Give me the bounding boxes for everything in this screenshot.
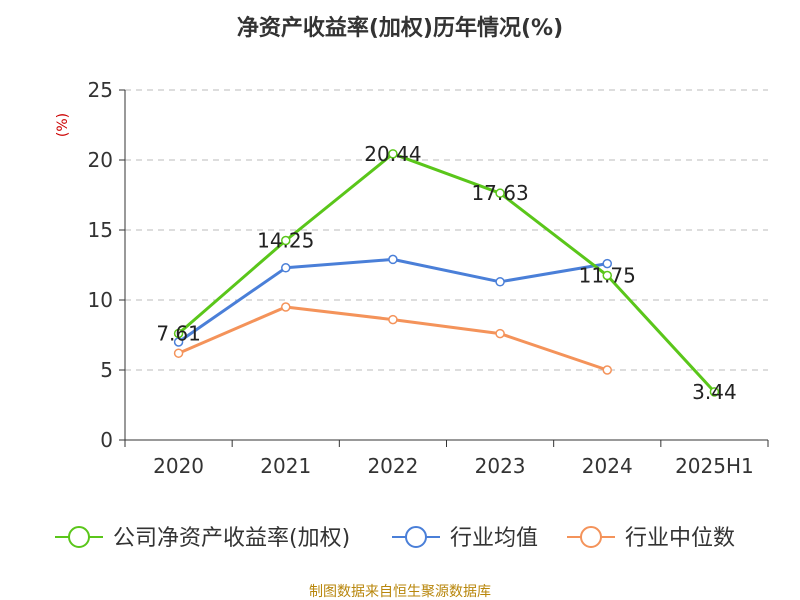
data-point <box>173 348 184 358</box>
series-line <box>177 257 608 344</box>
data-point <box>709 387 720 397</box>
legend-swatch-marker <box>580 526 602 548</box>
x-axis: 2020 2021 2022 2023 2024 2025H1 <box>124 439 769 478</box>
y-tick-label: 15 <box>88 218 113 242</box>
series-lines <box>173 149 720 397</box>
x-tick-label: 2024 <box>582 454 633 478</box>
data-point <box>281 302 291 312</box>
x-tick-label: 2022 <box>367 454 418 478</box>
data-label: 3.44 <box>692 380 737 404</box>
x-tick-label: 2020 <box>153 454 204 478</box>
legend-label: 行业中位数 <box>625 526 735 551</box>
data-point <box>388 314 398 325</box>
data-point <box>495 277 505 287</box>
data-point <box>602 270 612 281</box>
data-point <box>173 328 184 339</box>
data-point <box>388 149 398 159</box>
x-tick-label: 2023 <box>475 454 526 478</box>
data-label: 14.25 <box>257 229 314 253</box>
x-tick-label: 2021 <box>260 454 311 478</box>
data-label: 7.61 <box>156 321 201 345</box>
y-tick-label: 0 <box>100 428 113 452</box>
data-label: 17.63 <box>471 181 528 205</box>
legend-swatch-marker <box>405 526 427 548</box>
data-point <box>602 258 612 269</box>
data-point <box>495 188 505 198</box>
data-labels: 7.61 14.25 20.44 17.63 11.75 3.44 <box>156 142 736 404</box>
legend-label: 行业均值 <box>450 526 538 551</box>
legend: 公司净资产收益率(加权) 行业均值 行业中位数 <box>55 526 735 551</box>
y-tick-label: 25 <box>88 78 113 102</box>
data-point <box>281 235 291 246</box>
y-axis-unit-label: (%) <box>55 113 71 137</box>
x-tick-label: 2025H1 <box>675 454 754 478</box>
data-point <box>495 328 505 339</box>
data-label: 20.44 <box>364 142 421 166</box>
y-tick-label: 5 <box>100 358 113 382</box>
data-point <box>388 254 398 265</box>
data-label: 11.75 <box>579 264 636 288</box>
data-point <box>602 365 612 375</box>
series-line <box>177 152 716 393</box>
y-tick-label: 10 <box>88 288 113 312</box>
y-axis: 0 5 10 15 20 25 <box>88 78 126 452</box>
data-point <box>281 263 291 273</box>
legend-label: 公司净资产收益率(加权) <box>113 526 350 551</box>
y-tick-label: 20 <box>88 148 113 172</box>
source-note: 制图数据来自恒生聚源数据库 <box>309 584 491 600</box>
chart-title: 净资产收益率(加权)历年情况(%) <box>237 15 563 41</box>
grid-lines <box>125 89 768 371</box>
legend-swatch-marker <box>68 526 90 548</box>
